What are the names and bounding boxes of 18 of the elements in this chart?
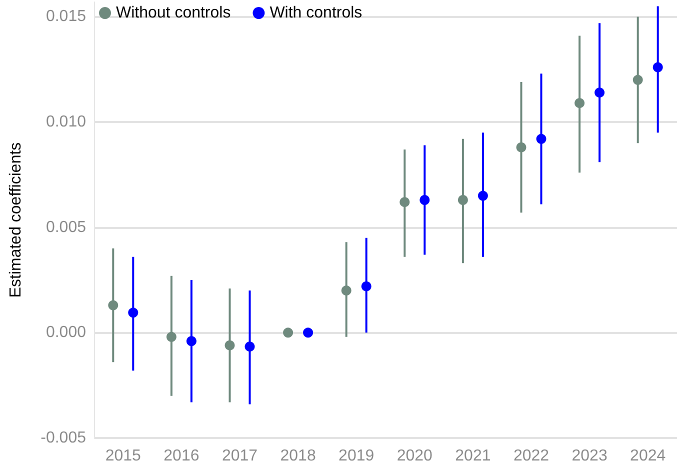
- x-tick-label: 2022: [513, 448, 550, 464]
- x-tick-label: 2017: [222, 448, 258, 464]
- x-tick-label: 2021: [455, 448, 491, 464]
- x-tick-label: 2024: [630, 448, 666, 464]
- y-axis-title: Estimated coefficients: [8, 142, 24, 298]
- x-tick-label: 2015: [105, 448, 142, 464]
- legend-label: With controls: [270, 4, 362, 22]
- legend-label: Without controls: [116, 4, 231, 22]
- x-tick-label: 2019: [338, 448, 374, 464]
- x-tick-label: 2018: [280, 448, 316, 464]
- x-tick-label: 2016: [164, 448, 200, 464]
- y-tick-label: 0.015: [46, 8, 86, 26]
- y-tick-label: 0.005: [46, 218, 86, 236]
- y-tick-label: 0.010: [46, 114, 86, 131]
- y-tick-label: 0.000: [46, 324, 86, 342]
- x-tick-label: 2023: [572, 448, 608, 464]
- x-tick-label: 2020: [396, 448, 433, 464]
- y-tick-label: -0.005: [40, 430, 86, 446]
